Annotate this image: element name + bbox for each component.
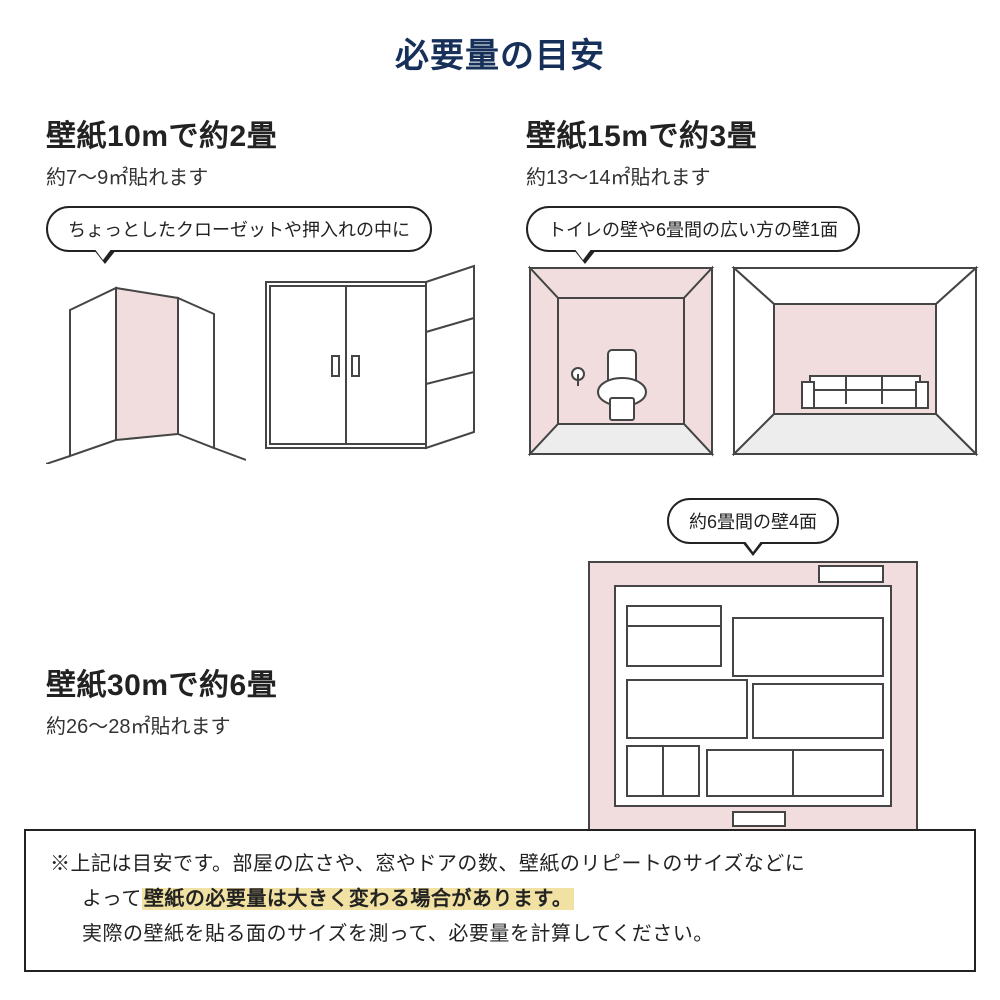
card-subheading: 約26～28㎡貼れます: [46, 710, 490, 739]
speech-bubble: トイレの壁や6畳間の広い方の壁1面: [526, 206, 860, 252]
note-highlight: 壁紙の必要量は大きく変わる場合があります。: [142, 888, 575, 910]
card-heading: 壁紙10mで約2畳: [46, 111, 490, 155]
card-subheading: 約13～14㎡貼れます: [526, 161, 980, 190]
note-line-2-prefix: よって: [82, 888, 142, 910]
sliding-closet-icon: [260, 264, 490, 464]
page-title: 必要量の目安: [0, 0, 1000, 77]
card-grid: 壁紙10mで約2畳 約7～9㎡貼れます ちょっとしたクローゼットや押入れの中に: [0, 77, 1000, 836]
room-floorplan-icon: [583, 556, 923, 836]
card-10m: 壁紙10mで約2畳 約7～9㎡貼れます ちょっとしたクローゼットや押入れの中に: [46, 111, 490, 464]
disclaimer-note: ※上記は目安です。部屋の広さや、窓やドアの数、壁紙のリピートのサイズなどに よっ…: [24, 829, 976, 972]
note-line-2: よって壁紙の必要量は大きく変わる場合があります。: [50, 882, 950, 917]
closet-icon: [46, 264, 246, 464]
toilet-room-icon: [526, 264, 716, 459]
card-heading: 壁紙15mで約3畳: [526, 111, 980, 155]
card-30m-illustration: 約6畳間の壁4面: [526, 482, 980, 836]
note-line-3: 実際の壁紙を貼る面のサイズを測って、必要量を計算してください。: [50, 917, 950, 952]
card-30m: 壁紙30mで約6畳 約26～28㎡貼れます: [46, 580, 490, 739]
note-line-1: ※上記は目安です。部屋の広さや、窓やドアの数、壁紙のリピートのサイズなどに: [50, 853, 805, 875]
speech-bubble: ちょっとしたクローゼットや押入れの中に: [46, 206, 432, 252]
card-15m: 壁紙15mで約3畳 約13～14㎡貼れます トイレの壁や6畳間の広い方の壁1面: [526, 111, 980, 464]
card-heading: 壁紙30mで約6畳: [46, 660, 490, 704]
card-subheading: 約7～9㎡貼れます: [46, 161, 490, 190]
room-one-wall-icon: [730, 264, 980, 459]
speech-bubble: 約6畳間の壁4面: [667, 498, 839, 544]
